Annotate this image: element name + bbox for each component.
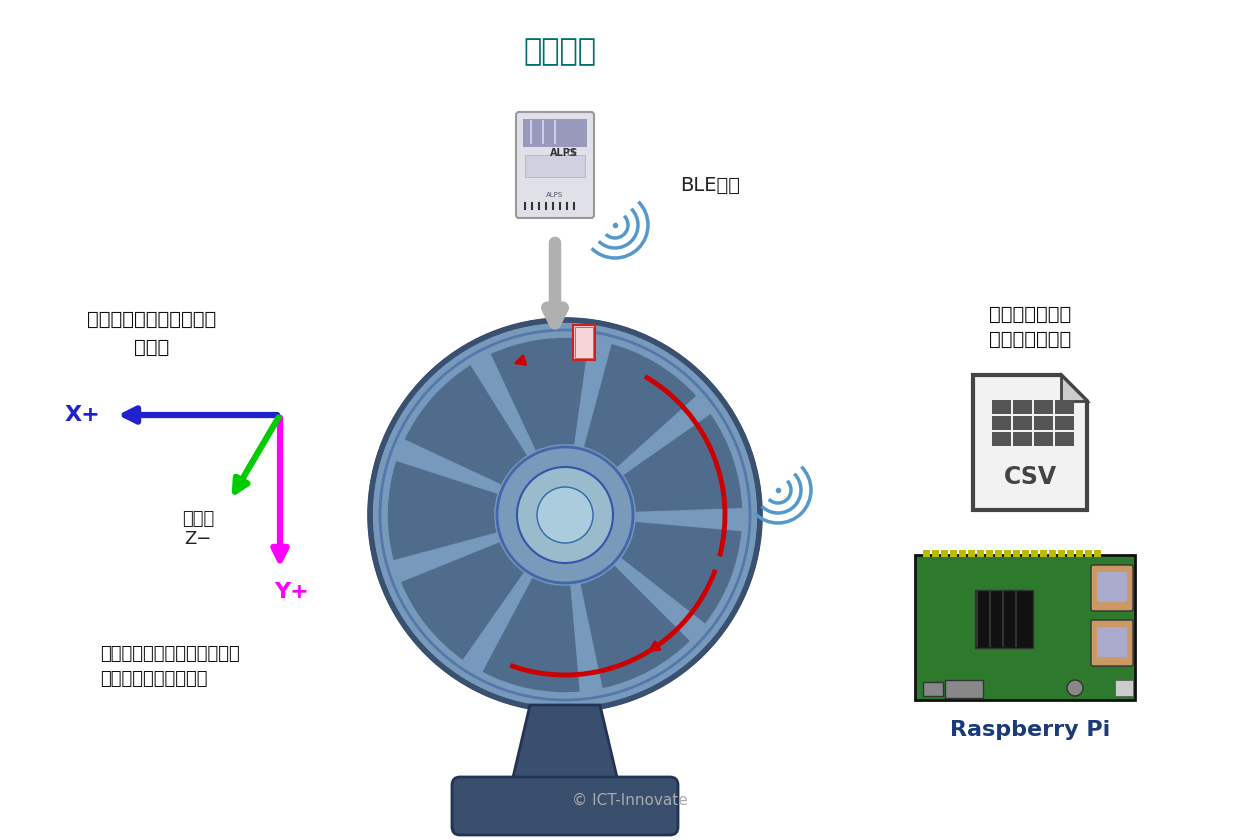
Text: 軸方向: 軸方向 [135,338,170,357]
Text: Z−: Z− [184,530,212,548]
Bar [1034,400,1053,414]
Bar [1040,550,1047,557]
Text: をファイル出力: をファイル出力 [989,330,1071,349]
Wedge shape [387,460,499,561]
FancyBboxPatch shape [1091,620,1133,666]
Bar [1055,400,1074,414]
Text: 電池面が手前で設置: 電池面が手前で設置 [100,670,208,688]
Bar [1076,550,1084,557]
Bar [959,550,966,557]
Bar [1094,550,1101,557]
Bar [1055,416,1074,430]
Bar [1115,680,1133,696]
Bar [950,550,958,557]
Text: Raspberry Pi: Raspberry Pi [950,720,1110,740]
Polygon shape [1061,375,1087,401]
Bar [924,550,930,557]
Text: CSV: CSV [1003,465,1057,489]
Bar [976,550,984,557]
Bar [573,325,595,360]
Bar [1013,400,1032,414]
Bar [1013,550,1021,557]
Wedge shape [620,521,742,625]
Wedge shape [490,337,590,452]
Text: © ICT-Innovate: © ICT-Innovate [572,792,688,807]
Wedge shape [481,577,581,693]
Bar [915,555,1135,700]
Text: センサー: センサー [523,38,596,66]
Wedge shape [580,564,690,689]
Bar [1034,416,1053,430]
Circle shape [1067,680,1084,696]
FancyBboxPatch shape [1091,565,1133,611]
Bar [987,550,993,557]
Wedge shape [583,343,697,468]
Circle shape [537,487,593,543]
Text: （奧）: （奧） [181,510,214,528]
Bar [968,550,975,557]
Bar [1013,416,1032,430]
Text: CE: CE [567,149,578,158]
Circle shape [496,447,633,583]
Bar [992,400,1011,414]
Bar [1097,627,1126,657]
FancyBboxPatch shape [452,777,678,835]
Circle shape [517,467,614,563]
Wedge shape [403,364,528,486]
Text: センサーデータ: センサーデータ [989,305,1071,324]
Bar [1013,432,1032,446]
Bar [945,680,983,698]
Bar [995,550,1002,557]
Bar [525,155,585,177]
Bar [924,682,942,696]
Bar [932,550,939,557]
Text: BLE通信: BLE通信 [680,176,740,195]
Text: ALPS: ALPS [551,148,578,158]
Bar [1058,550,1065,557]
Wedge shape [622,413,743,512]
Text: ALPS: ALPS [547,192,563,198]
Polygon shape [510,705,620,790]
Text: （注）センサー写真と違い、: （注）センサー写真と違い、 [100,645,239,663]
Bar [941,550,948,557]
Bar [1004,550,1011,557]
Bar [1034,432,1053,446]
Circle shape [370,320,760,710]
Bar [992,416,1011,430]
Bar [523,119,587,147]
Bar [1097,572,1126,602]
Bar [975,590,1033,648]
Bar [575,327,593,358]
Bar [1050,550,1056,557]
Text: 加速度・地磁気センサー: 加速度・地磁気センサー [87,310,217,329]
FancyBboxPatch shape [517,112,593,218]
Text: X+: X+ [64,405,100,425]
Wedge shape [399,541,525,661]
Text: Y+: Y+ [275,582,310,602]
Bar [1031,550,1038,557]
Bar [1022,550,1029,557]
Bar [992,432,1011,446]
Bar [1067,550,1074,557]
Bar [1085,550,1092,557]
Polygon shape [973,375,1087,510]
Bar [1055,432,1074,446]
